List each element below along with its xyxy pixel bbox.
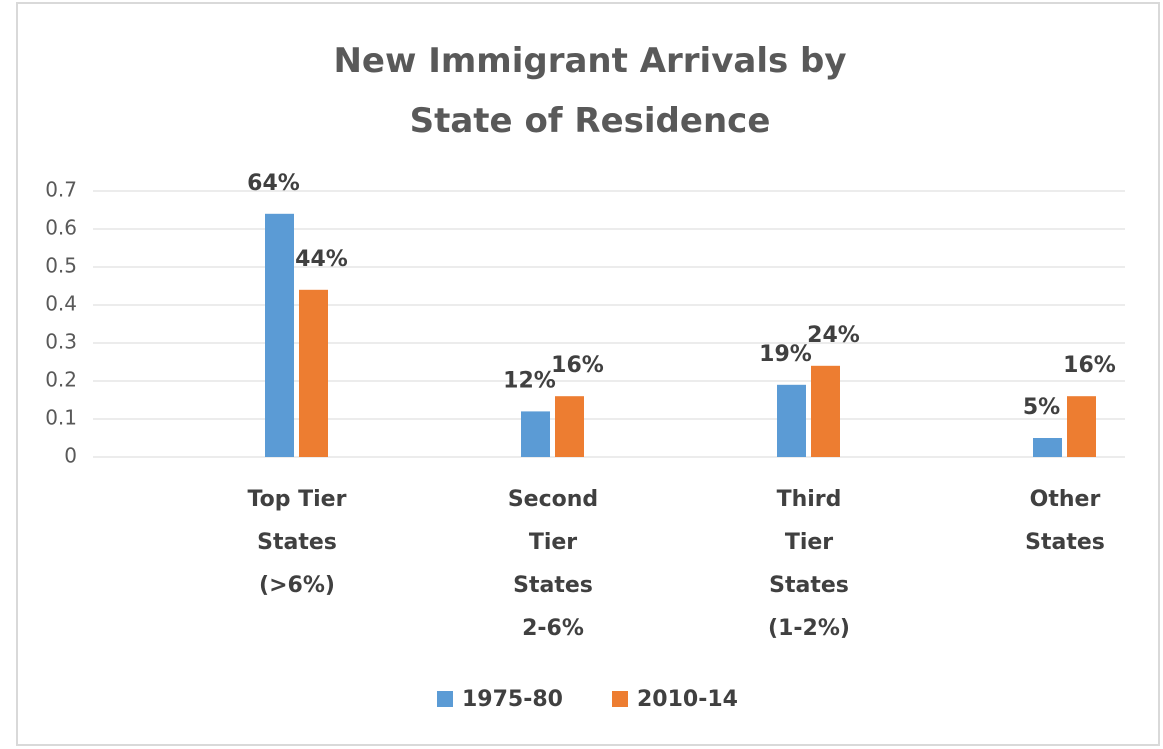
value-label: 12% — [503, 368, 556, 393]
y-tick-label: 0 — [64, 444, 77, 468]
x-tick-label: Third Tier States (1-2%) — [768, 487, 850, 641]
value-label: 16% — [551, 353, 604, 378]
x-tick-label: Second Tier States 2-6% — [508, 487, 598, 641]
bar — [555, 396, 584, 457]
y-tick-label: 0.5 — [45, 254, 77, 278]
legend-swatch — [437, 691, 453, 707]
x-tick-label: Other States — [1025, 487, 1105, 555]
bar — [1067, 396, 1096, 457]
y-tick-label: 0.6 — [45, 216, 77, 240]
x-tick-label: Top Tier States (>6%) — [248, 487, 347, 598]
value-label: 24% — [807, 323, 860, 348]
y-tick-label: 0.7 — [45, 178, 77, 202]
y-tick-label: 0.2 — [45, 368, 77, 392]
bar — [299, 289, 328, 457]
y-tick-label: 0.3 — [45, 330, 77, 354]
bar — [1033, 438, 1062, 457]
value-label: 16% — [1063, 353, 1116, 378]
legend-swatch — [612, 691, 628, 707]
value-label: 64% — [247, 171, 300, 196]
legend-label: 1975-80 — [462, 687, 563, 712]
bar — [777, 384, 806, 457]
bar — [265, 213, 294, 457]
chart-title: New Immigrant Arrivals by State of Reside… — [333, 41, 846, 141]
value-label: 44% — [295, 247, 348, 272]
y-tick-label: 0.4 — [45, 292, 77, 316]
value-label: 5% — [1023, 395, 1060, 420]
chart-border — [16, 2, 1160, 746]
value-label: 19% — [759, 342, 812, 367]
bar — [811, 365, 840, 457]
bar — [521, 411, 550, 457]
legend-label: 2010-14 — [637, 687, 738, 712]
y-tick-label: 0.1 — [45, 406, 77, 430]
